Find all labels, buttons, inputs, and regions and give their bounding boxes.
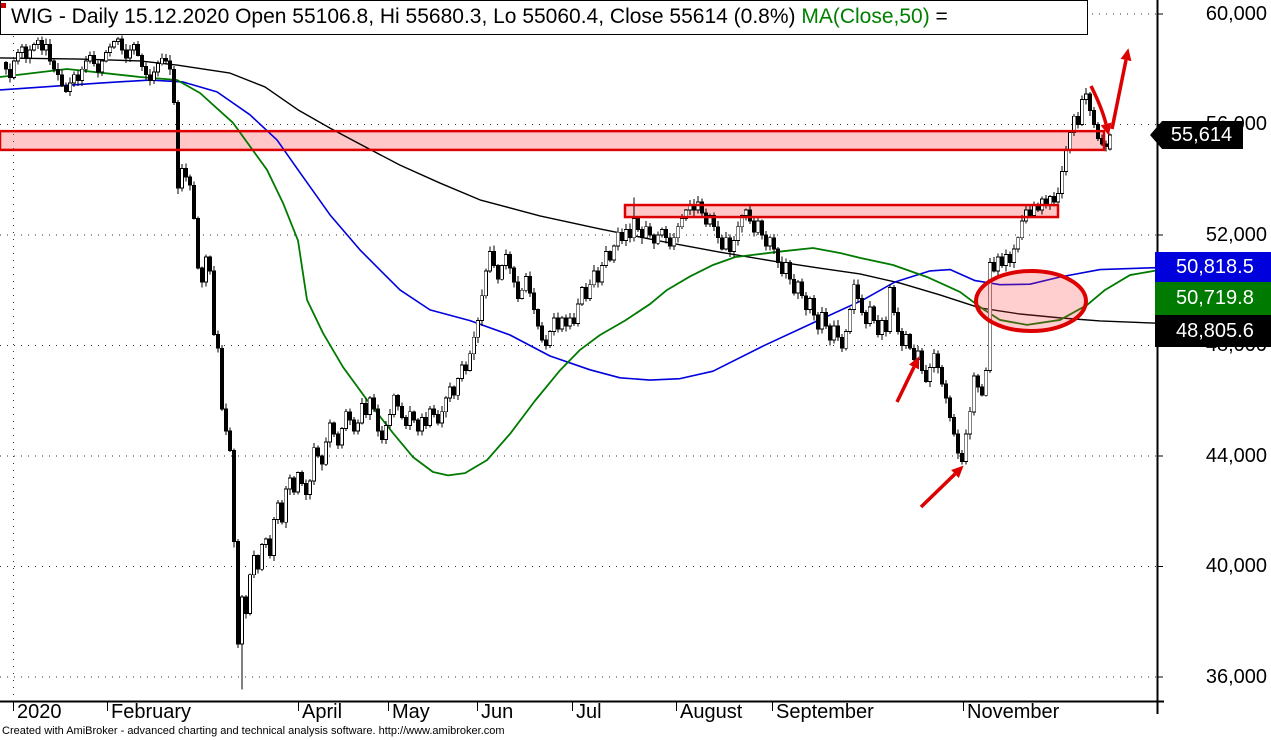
- last-price-tag: 55,614: [1150, 121, 1243, 149]
- x-axis-label: November: [967, 701, 1060, 723]
- chart-marker-icon: [1, 3, 6, 8]
- ma-blue-line: [0, 79, 1158, 381]
- x-axis-label: Jul: [576, 701, 602, 723]
- x-axis-label: February: [111, 701, 192, 723]
- x-axis-label: 2020: [17, 701, 62, 723]
- annotation-arrow: [1089, 85, 1108, 125]
- title-equals: =: [929, 5, 948, 28]
- annotation-arrowhead: [1100, 122, 1112, 136]
- resistance-zone-fill: [625, 205, 1058, 218]
- resistance-zone-border: [623, 203, 1060, 219]
- ma-green-value-tag: 50,719.8: [1155, 282, 1271, 315]
- resistance-zone-fill: [0, 131, 1104, 150]
- y-axis-label: 44,000: [1205, 444, 1267, 467]
- y-axis-label: 52,000: [1205, 223, 1267, 246]
- x-axis-label: May: [392, 701, 430, 723]
- ma-black-value-tag: 48,805.6: [1155, 315, 1271, 347]
- x-axis-label: Jun: [481, 701, 514, 723]
- title-ma-label: MA(Close,50): [801, 5, 930, 28]
- title-ohlc-text: WIG - Daily 15.12.2020 Open 55106.8, Hi …: [11, 5, 802, 28]
- annotation-arrowhead: [1120, 48, 1132, 62]
- chart-title-bar: WIG - Daily 15.12.2020 Open 55106.8, Hi …: [0, 0, 1088, 35]
- ma-blue-value-tag: 50,818.5: [1155, 252, 1271, 282]
- y-axis-label: 36,000: [1205, 665, 1267, 688]
- x-axis-label: September: [776, 701, 874, 723]
- annotation-arrowhead: [951, 465, 964, 478]
- candlesticks: [3, 35, 1113, 690]
- footer-credit: Created with AmiBroker - advanced charti…: [2, 725, 505, 737]
- annotation-arrowhead: [909, 356, 920, 370]
- resistance-zone-border: [0, 129, 1106, 152]
- annotation-arrow: [919, 472, 957, 509]
- ma-black-line: [0, 57, 1158, 324]
- y-axis-label: 40,000: [1205, 555, 1267, 577]
- axis-lines: [0, 0, 1164, 714]
- ma-green-MA(Close,50)-line: [0, 68, 1158, 477]
- annotation-arrow: [1110, 59, 1128, 130]
- x-axis-label: April: [302, 701, 343, 723]
- highlight-ellipse: [974, 269, 1088, 333]
- x-axis-label: August: [680, 701, 743, 723]
- annotation-arrow: [895, 366, 916, 403]
- y-axis-label: 60,000: [1205, 2, 1267, 25]
